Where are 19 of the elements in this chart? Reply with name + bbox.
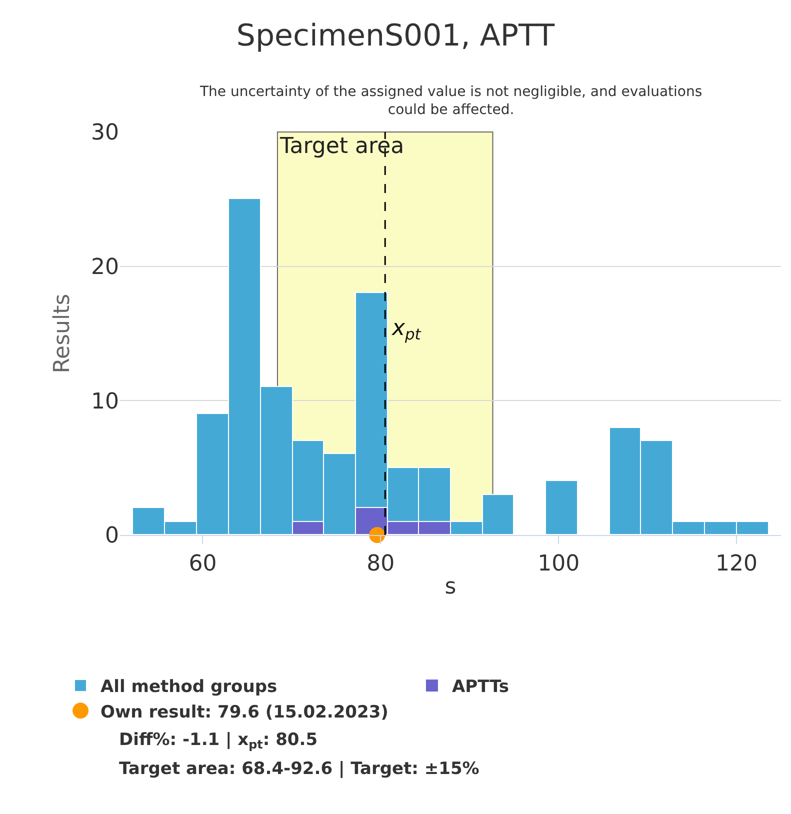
chart-title: SpecimenS001, APTT xyxy=(236,18,556,54)
y-tick-label: 20 xyxy=(91,255,119,280)
text: Target area: 68.4-92.6 | Target: ±15% xyxy=(119,759,480,779)
x-tick-label: 80 xyxy=(366,551,395,576)
y-tick-label: 10 xyxy=(91,389,119,414)
x-tick-label: 100 xyxy=(538,551,580,576)
y-tick-label: 0 xyxy=(105,524,119,549)
y-axis-title: Results xyxy=(50,294,75,374)
legend-label: All method groups xyxy=(100,677,278,698)
legend-label: APTTs xyxy=(452,677,510,698)
x-tick-label: 60 xyxy=(188,551,217,576)
ref-line-label: x$_{pt}$ xyxy=(391,316,422,344)
band-label: Target area xyxy=(279,134,404,159)
chart-subtitle: The uncertainty of the assigned value is not negligible, and evaluations could be affected. xyxy=(199,84,702,118)
x-axis-title: s xyxy=(444,574,456,600)
x-tick-label: 120 xyxy=(716,551,758,576)
y-tick-label: 30 xyxy=(91,120,119,146)
text: Diff%: -1.1 | x$_{pt}$: 80.5 xyxy=(119,730,318,752)
legend-label: Own result: 79.6 (15.02.2023) xyxy=(100,702,388,722)
